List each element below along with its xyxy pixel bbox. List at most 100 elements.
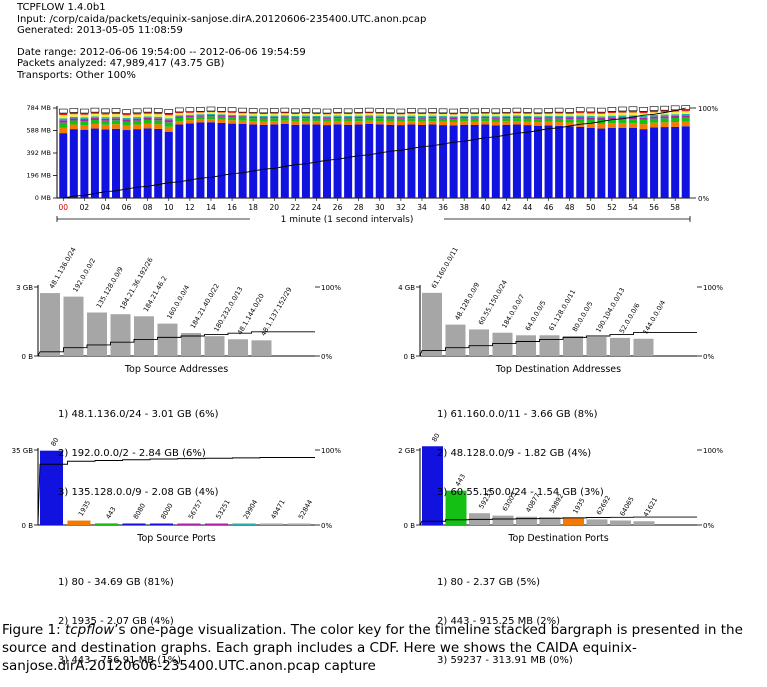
timeline-x-tick-label: 14	[206, 203, 216, 212]
timeline-bar-top	[248, 108, 258, 113]
src-addr-bar	[110, 314, 131, 356]
timeline-bar-segment	[143, 113, 152, 117]
timeline-bar-segment	[185, 123, 194, 198]
timeline-bar-segment	[428, 121, 437, 125]
timeline-bar-top	[153, 108, 163, 113]
dst-addr-bar	[586, 337, 607, 356]
timeline-bar-segment	[122, 113, 131, 116]
timeline-bar-segment	[428, 118, 437, 122]
timeline-bar-segment	[133, 112, 142, 115]
timeline-bar-segment	[312, 117, 321, 119]
dst-port-bar	[422, 446, 443, 525]
timeline-x-tick-label: 20	[270, 203, 280, 212]
timeline-bar-segment	[544, 117, 553, 119]
timeline-bar-segment	[323, 113, 332, 115]
timeline-bar-segment	[417, 115, 426, 118]
timeline-bar-segment	[460, 121, 469, 125]
src-port-title: Top Source Ports	[136, 533, 216, 544]
timeline-bar-segment	[112, 114, 121, 117]
timeline-bar-segment	[534, 116, 543, 118]
src-addr-title: Top Source Addresses	[124, 364, 228, 375]
timeline-bar-segment	[681, 121, 690, 127]
timeline-bar-top	[639, 107, 648, 112]
timeline-bar-segment	[344, 124, 353, 198]
timeline-bar-segment	[112, 120, 121, 125]
dst-port-cdf-line	[419, 516, 697, 526]
src-addr-y-tick-label: 0 B	[22, 353, 34, 361]
timeline-x-tick-label: 44	[523, 203, 533, 212]
timeline-bar-segment	[249, 121, 258, 125]
caption-text: ’s one-page visualization. The color key…	[2, 622, 743, 674]
timeline-bar-segment	[270, 118, 279, 122]
timeline-bar-segment	[228, 123, 237, 198]
src-addr-bar	[157, 323, 178, 356]
timeline-bar-segment	[407, 124, 416, 198]
timeline-bar-segment	[80, 117, 89, 120]
timeline-bar-segment	[291, 121, 300, 125]
timeline-bar-segment	[217, 115, 226, 117]
timeline-bar-top	[523, 108, 532, 113]
timeline-bar-segment	[291, 114, 300, 116]
timeline-bar-segment	[333, 118, 342, 121]
timeline-bar-segment	[576, 117, 585, 119]
timeline-bar-segment	[185, 120, 194, 124]
dst-port-bar	[516, 516, 537, 525]
timeline-bar-segment	[502, 118, 511, 122]
timeline-bar-segment	[101, 129, 110, 198]
src-port-bar	[177, 523, 201, 525]
timeline-bar-segment	[628, 119, 637, 124]
timeline-bar-segment	[534, 114, 543, 117]
timeline-bar-segment	[470, 118, 479, 122]
timeline-x-tick-label: 42	[502, 203, 512, 212]
timeline-x-tick-label: 00	[59, 203, 69, 212]
timeline-bar-segment	[555, 117, 564, 119]
dst-port-bar	[633, 521, 655, 525]
timeline-bar-top	[111, 108, 121, 113]
timeline-bar-segment	[544, 113, 553, 116]
timeline-bar-segment	[470, 114, 479, 116]
dst-addr-summary-line: 2) 48.128.0.0/9 - 1.82 GB (4%)	[437, 448, 592, 459]
timeline-bar-segment	[449, 113, 458, 115]
timeline-bar-segment	[238, 112, 247, 114]
timeline-bar-segment	[555, 118, 564, 123]
timeline-bar-segment	[449, 121, 458, 126]
timeline-y-tick-label: 392 MB	[26, 149, 51, 157]
timeline-bar-segment	[470, 124, 479, 198]
timeline-bar-segment	[544, 121, 553, 126]
timeline-bar-segment	[354, 116, 363, 119]
timeline-bar-segment	[143, 128, 152, 198]
timeline-bar-segment	[417, 117, 426, 119]
timeline-bar-segment	[565, 112, 574, 114]
dst-port-right-tick-label: 100%	[703, 447, 723, 455]
timeline-bar-segment	[650, 118, 659, 123]
timeline-bar-segment	[164, 122, 173, 127]
timeline-bar-segment	[639, 129, 648, 198]
timeline-bar-segment	[639, 119, 648, 125]
timeline-bar-segment	[69, 124, 78, 130]
timeline-bar-segment	[154, 118, 163, 121]
timeline-bar-segment	[344, 114, 353, 116]
timeline-bar-segment	[576, 118, 585, 123]
timeline-x-tick-label: 22	[291, 203, 301, 212]
dst-port-bar	[539, 517, 561, 525]
timeline-bar-segment	[112, 112, 121, 115]
timeline-bar-segment	[270, 113, 279, 116]
timeline-x-tick-label: 58	[670, 203, 680, 212]
timeline-bar-segment	[618, 110, 627, 113]
timeline-bar-segment	[650, 122, 659, 128]
timeline-bar-segment	[270, 124, 279, 198]
timeline-bar-segment	[238, 115, 247, 117]
src-port-right-tick-label: 0%	[321, 522, 332, 530]
timeline-bar-segment	[344, 118, 353, 122]
timeline-bar-segment	[660, 122, 669, 128]
timeline-bar-segment	[565, 113, 574, 117]
timeline-bar-top	[670, 105, 680, 111]
timeline-x-tick-label: 06	[122, 203, 132, 212]
src-port-bar-label: 49471	[269, 498, 286, 520]
src-port-bar	[95, 523, 118, 525]
timeline-bar-segment	[491, 117, 500, 119]
timeline-bar-segment	[217, 122, 226, 198]
dst-port-bar	[563, 518, 584, 525]
timeline-x-tick-label: 46	[544, 203, 554, 212]
